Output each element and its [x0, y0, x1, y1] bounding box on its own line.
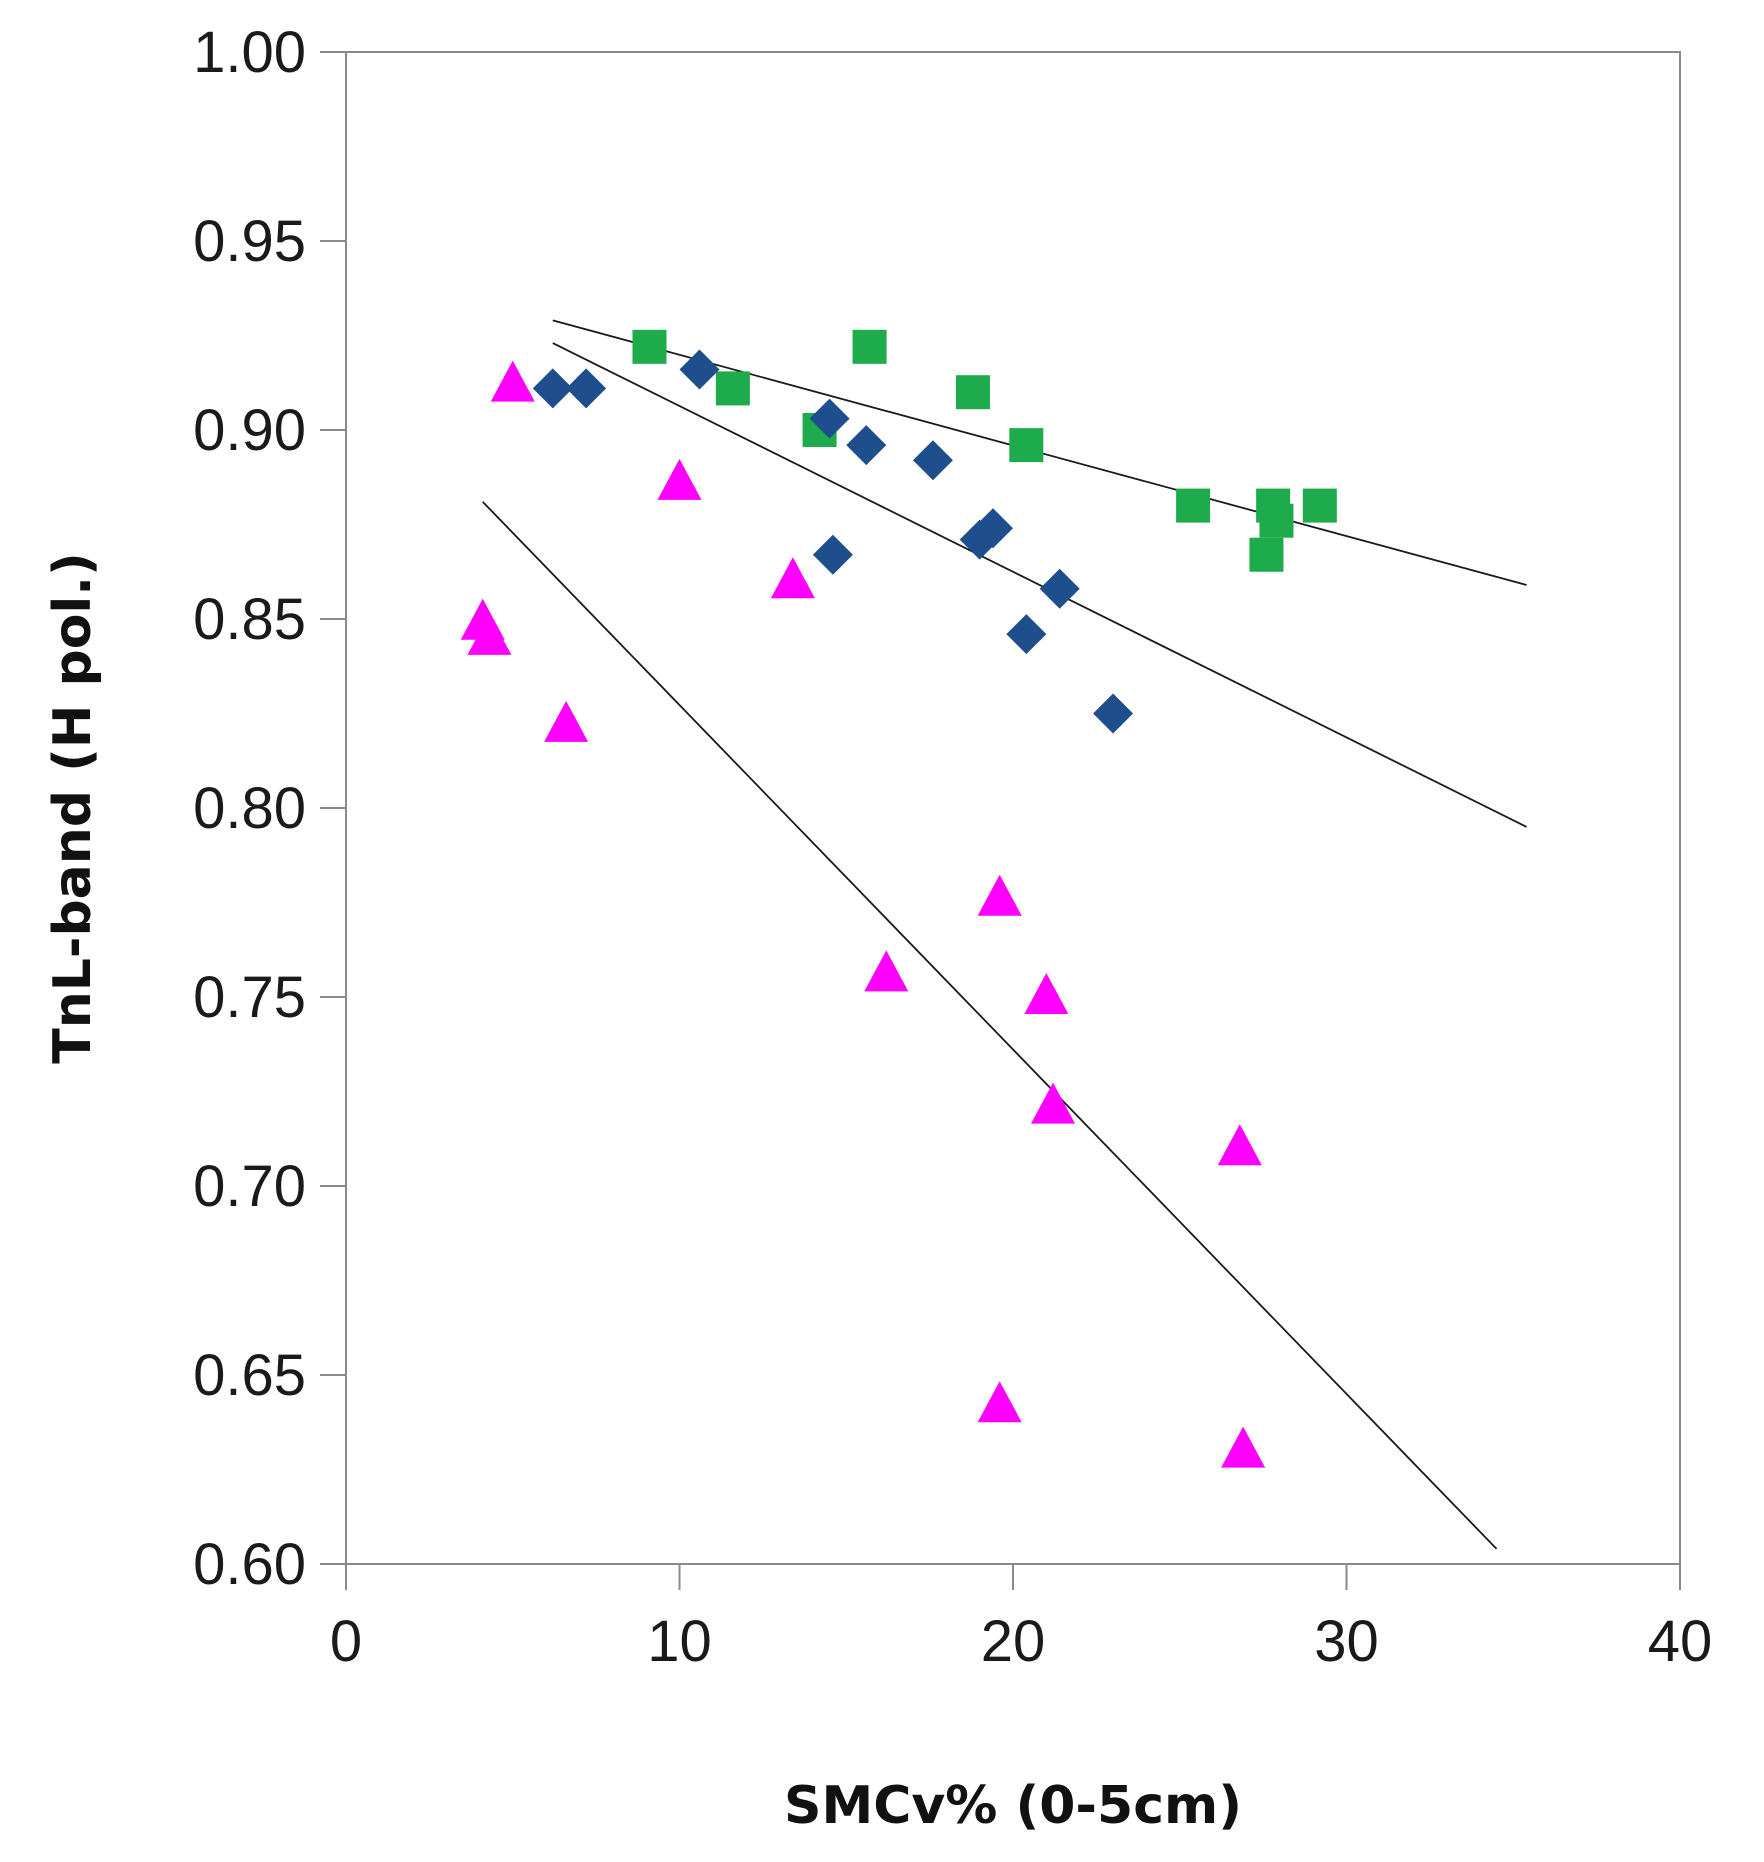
- squares-point-10: [1249, 537, 1284, 572]
- diamonds-point-5: [912, 440, 953, 481]
- x-tick-label-4: 40: [1648, 1609, 1713, 1674]
- triangles-point-4: [467, 613, 512, 655]
- diamonds-point-0: [532, 368, 573, 409]
- squares-point-2: [715, 371, 750, 406]
- diamonds-point-1: [566, 368, 607, 409]
- diamonds-point-2: [679, 349, 720, 390]
- y-tick-label-4: 0.80: [193, 776, 306, 841]
- markers: [460, 329, 1337, 1468]
- y-tick-label-5: 0.85: [193, 587, 306, 652]
- diamonds-trendline: [552, 342, 1527, 828]
- y-tick-label-1: 0.65: [193, 1343, 306, 1408]
- triangles-point-2: [770, 557, 815, 599]
- triangles-point-10: [1217, 1124, 1262, 1166]
- squares-point-6: [1176, 488, 1211, 523]
- y-axis-title: TnL-band (H pol.): [43, 552, 103, 1064]
- triangles-point-8: [1024, 973, 1069, 1014]
- diamonds-point-4: [846, 425, 887, 466]
- diamonds-point-7: [972, 508, 1013, 549]
- axis-ticks: [320, 51, 1681, 1590]
- squares-point-5: [1009, 428, 1044, 463]
- squares-point-9: [1259, 503, 1294, 538]
- triangles-point-5: [544, 700, 589, 742]
- triangles-trendline: [482, 501, 1498, 1550]
- squares-point-3: [955, 375, 990, 410]
- x-tick-label-2: 20: [981, 1609, 1046, 1674]
- diamonds-point-11: [1093, 693, 1134, 734]
- y-tick-label-3: 0.75: [193, 965, 306, 1030]
- y-tick-label-0: 0.60: [193, 1532, 306, 1597]
- triangles-point-12: [1221, 1426, 1266, 1468]
- x-tick-label-1: 10: [647, 1609, 712, 1674]
- y-tick-label-6: 0.90: [193, 398, 306, 463]
- y-tick-label-8: 1.00: [193, 20, 306, 85]
- y-tick-label-2: 0.70: [193, 1154, 306, 1219]
- x-tick-label-3: 30: [1314, 1609, 1379, 1674]
- axis-tick-labels: 0.60 0.65 0.70 0.75 0.80 0.85 0.90 0.95 1.00 0 10 2…: [193, 20, 1712, 1674]
- triangles-point-9: [1031, 1082, 1076, 1124]
- squares-point-1: [852, 329, 887, 364]
- squares-point-8: [1302, 488, 1337, 523]
- x-tick-label-0: 0: [330, 1609, 362, 1674]
- triangles-point-1: [657, 458, 702, 500]
- y-tick-label-7: 0.95: [193, 209, 306, 274]
- diamonds-point-9: [1039, 568, 1080, 609]
- diamonds-point-10: [1006, 614, 1047, 655]
- x-axis-title: SMCv% (0-5cm): [784, 1776, 1242, 1836]
- diamonds-point-3: [809, 398, 850, 439]
- triangles-point-6: [977, 874, 1022, 916]
- diamonds-point-8: [812, 534, 853, 575]
- triangles-point-11: [977, 1381, 1022, 1423]
- squares-point-0: [632, 329, 667, 364]
- triangles-point-7: [864, 950, 909, 992]
- triangles-point-0: [490, 360, 535, 402]
